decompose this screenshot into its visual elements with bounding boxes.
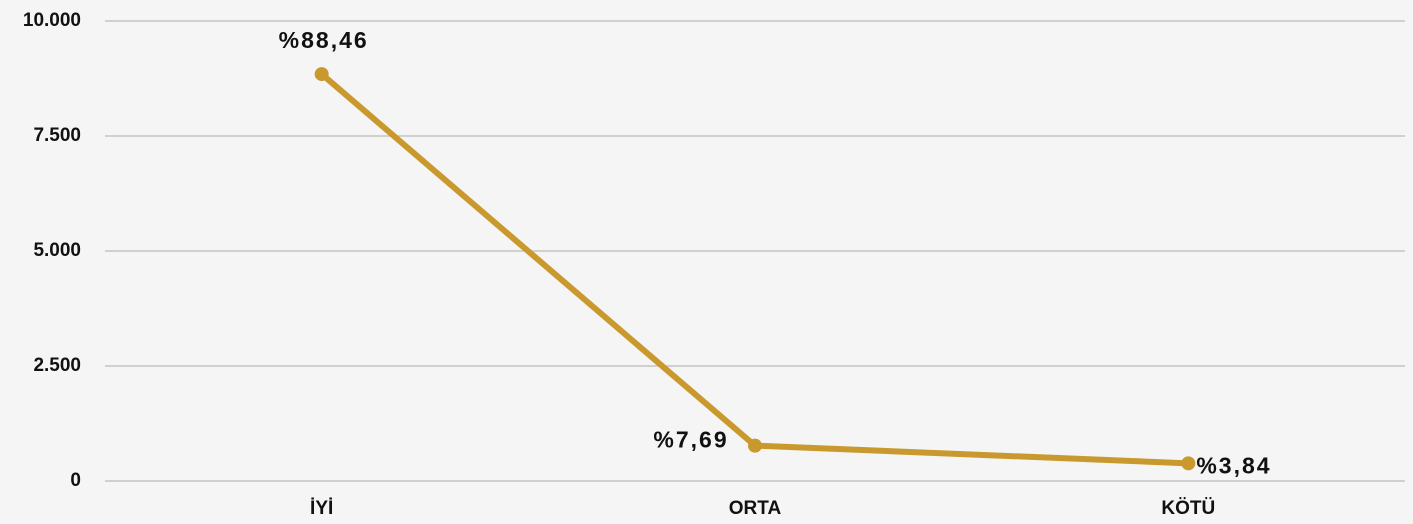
y-tick-label: 10.000 (23, 10, 81, 31)
data-label: %7,69 (653, 427, 728, 453)
y-tick-label: 0 (70, 470, 81, 491)
y-tick-label: 2.500 (33, 355, 81, 376)
x-tick-label: ORTA (729, 498, 782, 519)
point (748, 438, 762, 453)
line (319, 71, 1189, 467)
point (1181, 456, 1196, 471)
point (314, 67, 329, 82)
y-tick-label: 5.000 (33, 240, 81, 261)
y-tick-label: 7.500 (33, 125, 81, 146)
x-tick-label: İYİ (310, 498, 333, 519)
x-tick-label: KÖTÜ (1161, 498, 1215, 519)
data-label: %3,84 (1196, 452, 1271, 478)
data-label: %88,46 (279, 27, 369, 53)
